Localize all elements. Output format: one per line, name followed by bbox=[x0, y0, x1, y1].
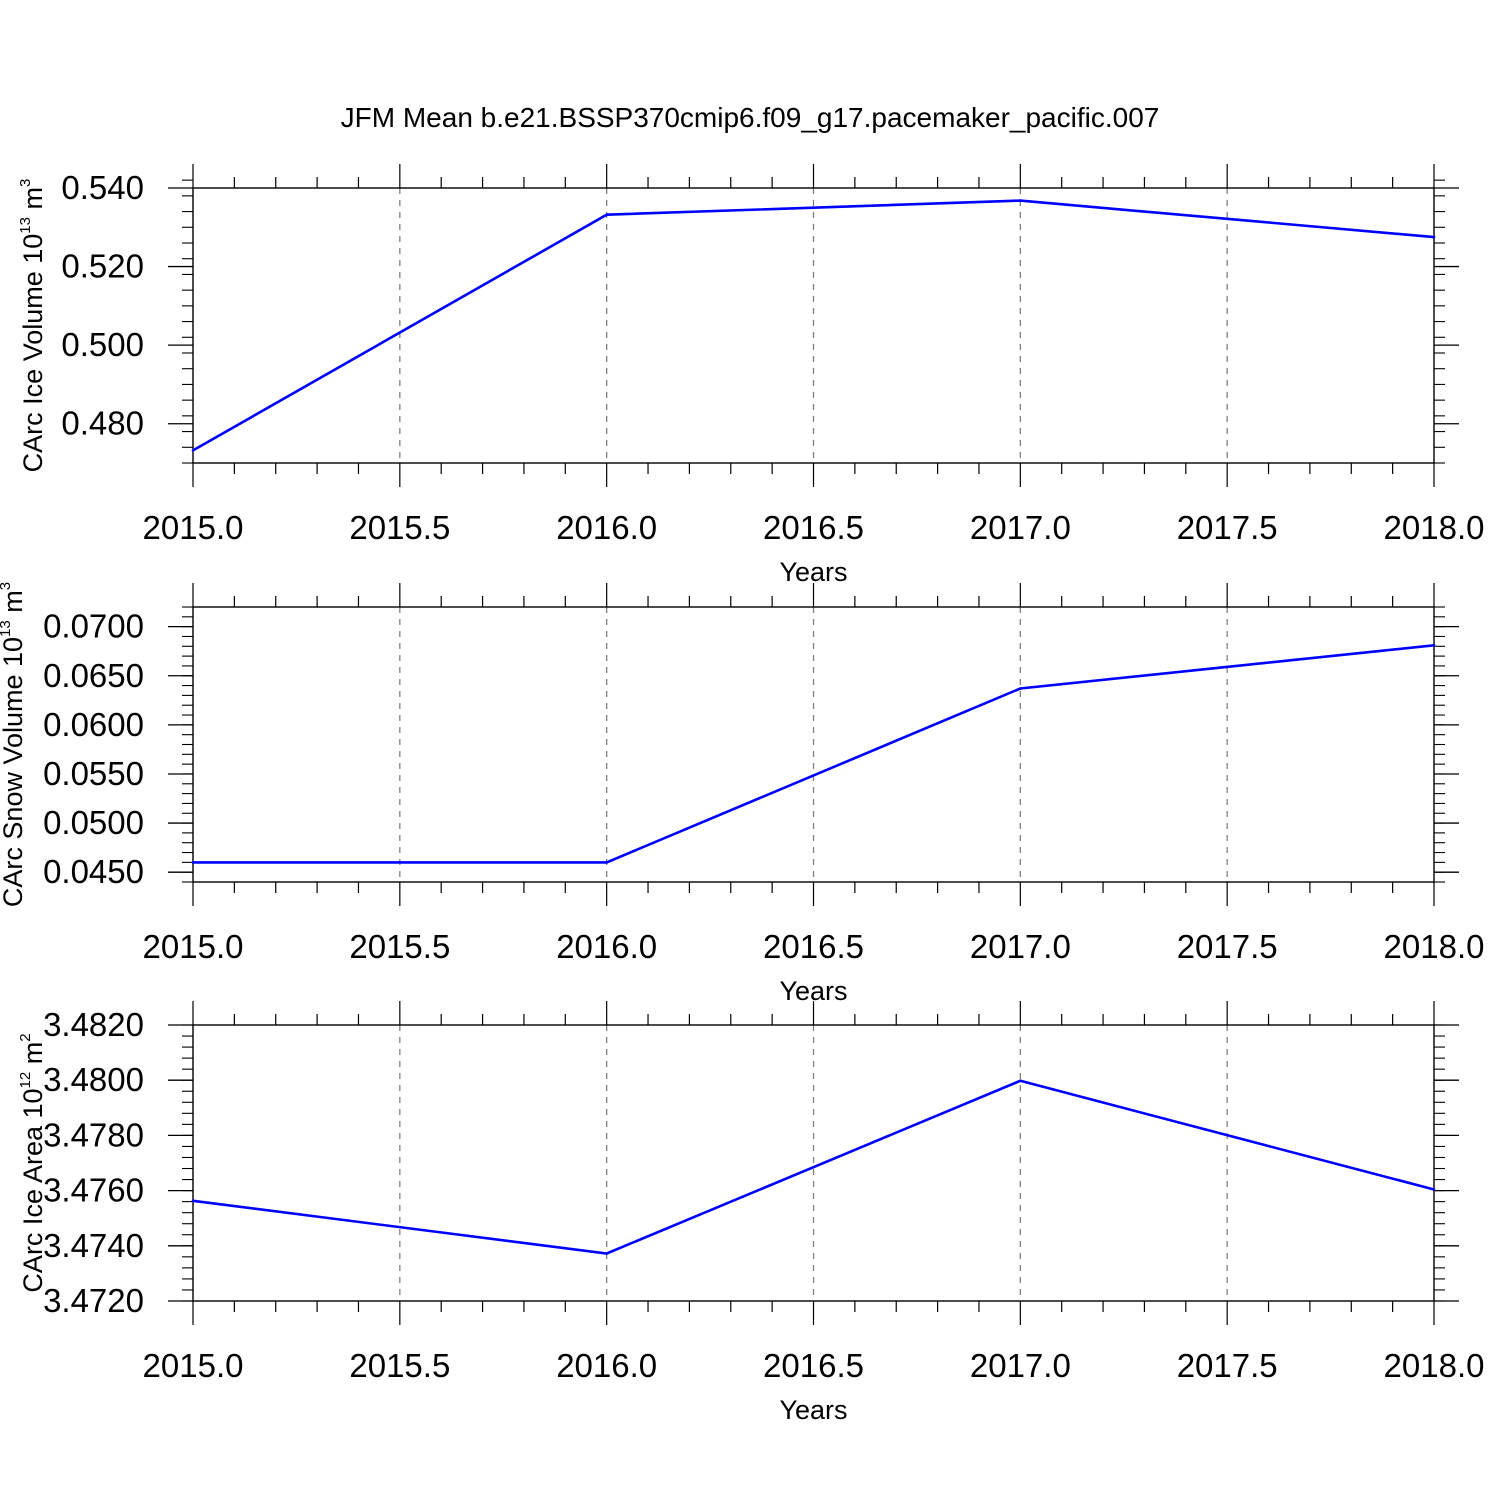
y-tick-label: 3.4740 bbox=[43, 1227, 144, 1264]
x-tick-label: 2015.0 bbox=[143, 509, 244, 546]
y-tick-label: 0.0500 bbox=[43, 804, 144, 841]
y-axis-title-text: CArc Ice Volume 10 bbox=[18, 234, 48, 473]
x-tick-label: 2018.0 bbox=[1384, 928, 1485, 965]
x-tick-label: 2015.5 bbox=[349, 928, 450, 965]
x-tick-label: 2016.5 bbox=[763, 1347, 864, 1384]
data-point bbox=[191, 861, 195, 864]
y-axis-title-exponent: 13 bbox=[17, 217, 34, 234]
series-line bbox=[192, 1079, 1435, 1255]
y-axis-title-exponent: 13 bbox=[0, 620, 14, 637]
x-axis-title: Years bbox=[779, 557, 847, 587]
data-point bbox=[605, 861, 608, 864]
chart-panel-3: 2015.0 2015.5 2016.0 2016.5 2017.0 2017.5 2018… bbox=[17, 1001, 1484, 1425]
y-axis-title-unit-exponent: 3 bbox=[17, 179, 34, 187]
data-point bbox=[1432, 644, 1436, 647]
x-tick-label: 2016.0 bbox=[556, 928, 657, 965]
y-axis-title-unit: m bbox=[0, 590, 28, 620]
y-tick-label: 0.480 bbox=[61, 405, 144, 442]
x-tick-label: 2017.5 bbox=[1177, 509, 1278, 546]
chart-panel-1: 2015.0 2015.5 2016.0 2016.5 2017.0 2017.5 2018… bbox=[17, 164, 1484, 587]
y-tick-label: 0.520 bbox=[61, 248, 144, 285]
y-tick-label: 0.0450 bbox=[43, 853, 144, 890]
x-tick-label: 2016.0 bbox=[556, 509, 657, 546]
x-tick-label: 2016.0 bbox=[556, 1347, 657, 1384]
x-tick-label: 2017.0 bbox=[970, 928, 1071, 965]
data-point bbox=[1019, 687, 1022, 690]
y-axis-title-unit-exponent: 3 bbox=[0, 582, 14, 590]
y-tick-label: 3.4720 bbox=[43, 1282, 144, 1319]
y-axis-title-unit: m bbox=[18, 1042, 48, 1072]
data-point bbox=[605, 213, 608, 217]
x-tick-label: 2018.0 bbox=[1384, 509, 1485, 546]
y-tick-label: 0.0650 bbox=[43, 657, 144, 694]
x-tick-label: 2018.0 bbox=[1384, 1347, 1485, 1384]
y-axis-title-text: CArc Snow Volume 10 bbox=[0, 637, 28, 907]
data-point bbox=[191, 1199, 195, 1203]
y-tick-label: 3.4760 bbox=[43, 1172, 144, 1209]
data-point bbox=[1432, 235, 1436, 239]
chart-panel-2: 2015.0 2015.5 2016.0 2016.5 2017.0 2017.5 2018… bbox=[0, 582, 1484, 1006]
data-point bbox=[191, 449, 195, 452]
y-tick-label: 0.0600 bbox=[43, 706, 144, 743]
x-tick-label: 2017.5 bbox=[1177, 928, 1278, 965]
series-line bbox=[193, 644, 1435, 864]
y-tick-label: 0.0550 bbox=[43, 755, 144, 792]
y-axis-title-unit: m bbox=[18, 187, 48, 217]
x-tick-label: 2016.5 bbox=[763, 509, 864, 546]
data-point bbox=[605, 1252, 608, 1255]
y-axis-title-unit-exponent: 2 bbox=[17, 1033, 34, 1041]
y-axis-title: CArc Ice Area 1012 m2 bbox=[17, 1033, 48, 1292]
y-tick-label: 3.4820 bbox=[43, 1006, 144, 1043]
x-tick-label: 2015.5 bbox=[349, 509, 450, 546]
y-tick-label: 0.0700 bbox=[43, 608, 144, 645]
y-axis-title-exponent: 12 bbox=[17, 1072, 34, 1089]
y-axis-title: CArc Snow Volume 1013 m3 bbox=[0, 582, 28, 907]
y-axis-title-text: CArc Ice Area 10 bbox=[18, 1088, 48, 1292]
series-line bbox=[192, 199, 1435, 452]
x-tick-label: 2015.5 bbox=[349, 1347, 450, 1384]
y-tick-label: 0.500 bbox=[61, 326, 144, 363]
y-axis-title: CArc Ice Volume 1013 m3 bbox=[17, 179, 48, 473]
x-tick-label: 2015.0 bbox=[143, 1347, 244, 1384]
data-point bbox=[1432, 1188, 1436, 1191]
y-tick-label: 3.4800 bbox=[43, 1061, 144, 1098]
x-tick-label: 2016.5 bbox=[763, 928, 864, 965]
data-point bbox=[1019, 1079, 1022, 1083]
x-tick-label: 2017.5 bbox=[1177, 1347, 1278, 1384]
x-tick-label: 2015.0 bbox=[143, 928, 244, 965]
chart-panels: 2015.0 2015.5 2016.0 2016.5 2017.0 2017.5 2018… bbox=[0, 164, 1484, 1425]
x-tick-label: 2017.0 bbox=[970, 1347, 1071, 1384]
x-tick-label: 2017.0 bbox=[970, 509, 1071, 546]
figure-title: JFM Mean b.e21.BSSP370cmip6.f09_g17.pace… bbox=[341, 102, 1160, 133]
x-axis-title: Years bbox=[779, 1395, 847, 1425]
y-tick-label: 3.4780 bbox=[43, 1116, 144, 1153]
data-point bbox=[1019, 199, 1022, 202]
y-tick-label: 0.540 bbox=[61, 169, 144, 206]
